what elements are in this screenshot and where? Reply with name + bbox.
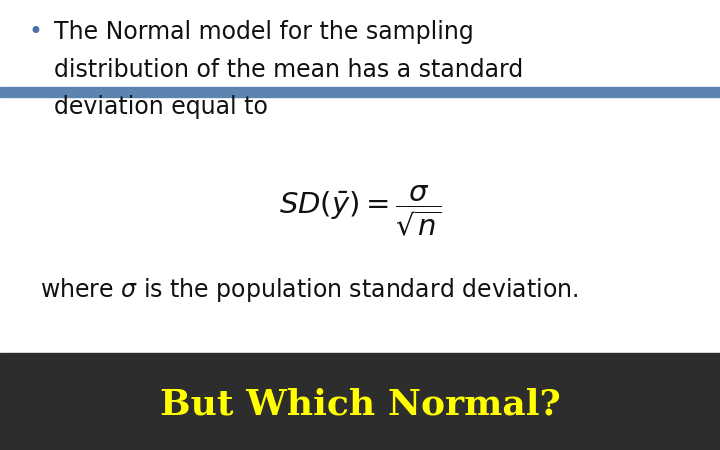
- Text: distribution of the mean has a standard: distribution of the mean has a standard: [54, 58, 523, 81]
- Text: deviation equal to: deviation equal to: [54, 95, 268, 119]
- Bar: [0, 87, 720, 97]
- Text: But Which Normal?: But Which Normal?: [160, 387, 560, 422]
- Text: where $\sigma$ is the population standard deviation.: where $\sigma$ is the population standar…: [40, 276, 578, 304]
- Text: •: •: [29, 20, 42, 44]
- Bar: [0, 353, 720, 450]
- Text: The Normal model for the sampling: The Normal model for the sampling: [54, 20, 474, 44]
- Text: $\mathit{SD}(\bar{y})= \dfrac{\sigma}{\sqrt{n}}$: $\mathit{SD}(\bar{y})= \dfrac{\sigma}{\s…: [279, 184, 441, 239]
